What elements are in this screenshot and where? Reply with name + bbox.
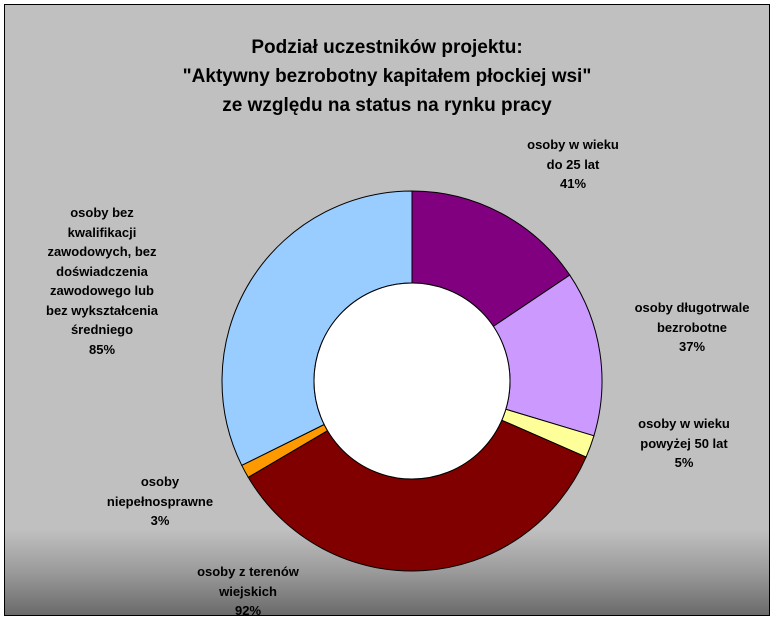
slice-label-disabled: osoby niepełnosprawne 3% [95, 472, 225, 531]
slice-label-text: doświadczenia [56, 263, 148, 279]
slice-value-label: 41% [559, 176, 587, 191]
slice-label-text: wiejskich [219, 583, 277, 599]
slice-label-text: do 25 lat [546, 156, 600, 172]
slice-value-label: 5% [674, 455, 694, 470]
slice-label-text: osoby długotrwale [634, 300, 750, 315]
slice-label-text: kwalifikacji [67, 224, 137, 240]
slice-label-text: osoby z terenów [197, 564, 299, 579]
slice-label-text: osoby [140, 474, 180, 489]
slice-label-text: bezrobotne [656, 319, 728, 335]
slice-label-no-qualifications: osoby bez kwalifikacji zawodowych, bez d… [27, 203, 177, 359]
slice-label-over-50: osoby w wieku powyżej 50 lat 5% [619, 414, 749, 473]
slice-label-under-25: osoby w wieku do 25 lat 41% [513, 135, 633, 194]
slice-label-text: powyżej 50 lat [640, 435, 728, 451]
slice-label-text: średniego [70, 322, 134, 337]
chart-title-line-3: ze względu na status na rynku pracy [222, 95, 552, 116]
chart-title-line-1: Podział uczestników projektu: [251, 37, 523, 58]
slice-label-text: zawodowego lub [50, 283, 154, 298]
slice-label-text: osoby w wieku [527, 137, 619, 152]
slice-label-rural: osoby z terenów wiejskich 92% [183, 562, 313, 621]
slice-label-text: zawodowych, bez [47, 244, 157, 259]
slice-label-text: bez wykształcenia [46, 302, 158, 318]
chart-title: Podział uczestników projektu: "Aktywny b… [5, 33, 769, 120]
slice-label-text: niepełnosprawne [106, 493, 214, 509]
slice-label-text: osoby w wieku [638, 416, 730, 431]
slice-value-label: 85% [88, 341, 116, 357]
slice-label-long-term-unemployed: osoby długotrwale bezrobotne 37% [617, 298, 767, 357]
chart-area: Podział uczestników projektu: "Aktywny b… [4, 4, 770, 618]
donut-chart [221, 190, 603, 572]
slice-value-label: 37% [678, 339, 706, 354]
donut-hole [313, 282, 511, 480]
slice-value-label: 92% [234, 603, 262, 618]
chart-title-line-2: "Aktywny bezrobotny kapitałem płockiej w… [182, 66, 592, 87]
slice-value-label: 3% [150, 513, 170, 528]
slice-label-text: osoby bez [70, 205, 134, 220]
